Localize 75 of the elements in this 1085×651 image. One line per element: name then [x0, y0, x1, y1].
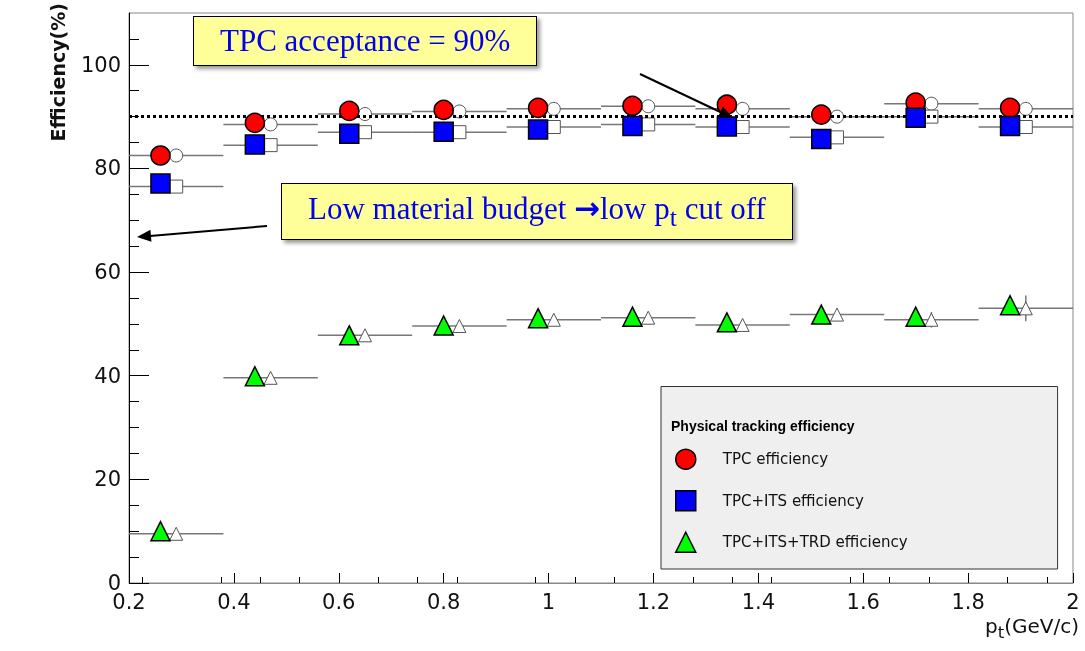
point [924, 96, 939, 111]
point [735, 120, 750, 134]
point [716, 312, 738, 333]
point [999, 97, 1021, 119]
x-tick-label: 1.8 [951, 589, 985, 614]
point [811, 128, 832, 150]
annotation: TPC acceptance = 90% [193, 16, 538, 66]
point [905, 107, 926, 128]
point [1018, 101, 1033, 116]
annotation: Low material budget →low p$_{t}$ cut off [281, 183, 793, 241]
point [527, 307, 549, 329]
point [452, 125, 467, 140]
point [169, 179, 184, 194]
point [169, 526, 184, 541]
x-tick-label: 0.8 [426, 589, 461, 614]
point [339, 325, 360, 346]
y-tick-label: 40 [94, 363, 121, 388]
x-tick-label: 1.4 [741, 589, 776, 614]
point [1018, 120, 1033, 134]
point [169, 148, 184, 163]
point [546, 120, 561, 134]
point [546, 312, 561, 327]
point [244, 134, 266, 155]
legend-label: TPC efficiency [721, 450, 829, 469]
x-tick-label: 1 [541, 589, 556, 614]
point [150, 520, 171, 542]
point [358, 328, 372, 343]
x-tick-label: 0.4 [217, 589, 251, 614]
point [452, 104, 467, 119]
point [905, 306, 926, 327]
point [433, 315, 454, 336]
point [1018, 301, 1033, 316]
point [830, 130, 844, 145]
x-tick-label: 1.2 [636, 589, 671, 614]
point [546, 101, 561, 116]
legend-title: Physical tracking efficiency [671, 418, 855, 434]
point [622, 306, 643, 327]
legend-label: TPC+ITS+TRD efficiency [721, 533, 908, 552]
point [150, 173, 171, 194]
y-tick-label: 100 [80, 52, 121, 77]
point [244, 112, 266, 134]
point [263, 370, 278, 385]
x-tick-label: 0.6 [322, 589, 356, 614]
y-tick-label: 80 [94, 156, 121, 181]
point [811, 104, 832, 125]
point [527, 97, 549, 119]
point [999, 115, 1021, 137]
point [263, 117, 278, 132]
x-tick-label: 1.6 [846, 589, 880, 614]
point [150, 145, 171, 166]
point [244, 366, 266, 387]
point [716, 116, 738, 137]
point [339, 123, 360, 144]
point [622, 115, 643, 137]
y-tick-label: 60 [94, 260, 121, 285]
point [452, 318, 467, 333]
y-tick-label: 20 [94, 467, 121, 492]
point [263, 138, 278, 153]
x-axis-title: p$_{t}$(GeV/c) [984, 614, 1079, 642]
x-tick-label: 2 [1066, 589, 1080, 614]
point [622, 95, 643, 116]
point [830, 307, 844, 322]
point [339, 100, 360, 122]
point [433, 99, 454, 121]
point [735, 317, 750, 332]
point [811, 304, 832, 325]
x-tick-label: 0.2 [112, 589, 146, 614]
point [641, 310, 656, 325]
point [527, 119, 549, 140]
point [641, 99, 656, 114]
point [999, 295, 1021, 316]
point [735, 101, 750, 116]
y-axis-title: Efficiency(%) [46, 3, 69, 142]
point [433, 121, 454, 142]
legend-label: TPC+ITS efficiency [721, 491, 864, 510]
